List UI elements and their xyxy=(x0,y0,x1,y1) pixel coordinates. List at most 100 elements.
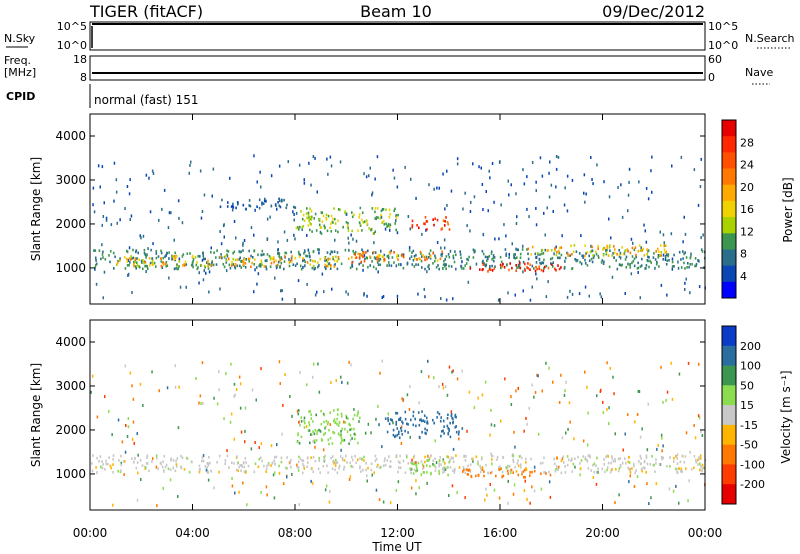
region-cell-0 xyxy=(439,456,442,459)
region-cell-0 xyxy=(351,465,354,469)
scatter-cell xyxy=(326,157,328,161)
scatter-cell xyxy=(428,375,430,379)
region-cell-0 xyxy=(625,255,628,259)
scatter-cell xyxy=(139,382,142,386)
region-cell-6 xyxy=(307,214,310,217)
region-cell-2 xyxy=(298,442,301,445)
region-cell-0 xyxy=(629,471,632,474)
region-cell-1 xyxy=(251,261,253,265)
region-cell-4 xyxy=(614,248,616,251)
region-cell-6 xyxy=(345,221,348,224)
scatter-cell xyxy=(522,168,524,172)
scatter-cell xyxy=(384,227,387,231)
scatter-cell xyxy=(367,422,370,426)
region-cell-0 xyxy=(652,463,654,467)
region-cell-3 xyxy=(394,434,397,438)
region-cell-1 xyxy=(269,256,272,260)
scatter-cell xyxy=(233,437,235,441)
region-cell-2 xyxy=(340,412,343,416)
region-cell-0 xyxy=(463,455,465,458)
region-cell-0 xyxy=(406,262,409,266)
region-cell-6 xyxy=(329,226,331,230)
scatter-cell xyxy=(111,433,113,437)
region-cell-2 xyxy=(321,439,324,442)
region-cell-7 xyxy=(278,204,281,207)
region-cell-4 xyxy=(660,254,662,257)
region-cell-4 xyxy=(438,472,441,475)
scatter-cell xyxy=(140,478,142,481)
region-cell-0 xyxy=(491,264,493,268)
region-cell-0 xyxy=(220,256,223,260)
region-cell-0 xyxy=(274,455,276,459)
region-cell-0 xyxy=(429,249,432,252)
region-cell-7 xyxy=(293,205,295,209)
region-cell-3 xyxy=(447,413,449,417)
region-cell-0 xyxy=(625,266,628,269)
region-cell-0 xyxy=(690,468,693,471)
region-cell-1 xyxy=(225,259,228,262)
region-cell-4 xyxy=(613,245,615,248)
scatter-cell xyxy=(201,258,204,262)
power-colorbar-label: Power [dB] xyxy=(781,177,795,242)
scatter-cell xyxy=(473,195,476,199)
scatter-cell xyxy=(131,384,133,388)
region-cell-0 xyxy=(383,459,386,463)
region-cell-0 xyxy=(361,248,363,251)
region-cell-4 xyxy=(613,251,616,255)
region-cell-0 xyxy=(530,457,532,461)
scatter-cell xyxy=(557,155,560,159)
region-cell-4 xyxy=(597,247,599,250)
region-cell-0 xyxy=(365,462,367,465)
region-cell-4 xyxy=(448,460,451,464)
region-cell-0 xyxy=(563,461,565,464)
scatter-cell xyxy=(424,295,426,299)
region-cell-0 xyxy=(236,462,239,465)
region-cell-0 xyxy=(129,261,131,264)
region-cell-0 xyxy=(637,266,640,270)
scatter-cell xyxy=(547,280,549,284)
scatter-cell xyxy=(272,473,275,477)
region-cell-0 xyxy=(208,262,211,266)
region-cell-0 xyxy=(165,261,168,264)
region-cell-0 xyxy=(582,254,585,258)
region-cell-0 xyxy=(517,263,520,267)
region-cell-0 xyxy=(232,251,234,255)
region-cell-2 xyxy=(369,255,371,259)
scatter-cell xyxy=(449,249,452,253)
region-cell-0 xyxy=(296,466,299,469)
region-cell-6 xyxy=(337,230,339,234)
scatter-cell xyxy=(291,414,293,418)
scatter-cell xyxy=(173,238,175,242)
region-cell-2 xyxy=(336,417,338,421)
region-cell-0 xyxy=(554,462,556,466)
region-cell-0 xyxy=(112,454,115,457)
scatter-cell xyxy=(339,160,342,164)
scatter-cell xyxy=(534,391,537,394)
scatter-cell xyxy=(330,164,333,168)
region-cell-0 xyxy=(627,466,629,470)
scatter-cell xyxy=(283,230,286,234)
scatter-cell xyxy=(523,429,525,433)
region-cell-1 xyxy=(467,468,469,472)
region-cell-0 xyxy=(635,469,637,472)
region-cell-0 xyxy=(336,461,339,464)
region-cell-6 xyxy=(315,229,318,232)
scatter-cell xyxy=(200,216,203,220)
region-cell-2 xyxy=(348,422,350,426)
region-cell-0 xyxy=(492,254,495,257)
region-cell-0 xyxy=(202,459,205,463)
region-cell-0 xyxy=(306,465,308,468)
region-cell-3 xyxy=(447,426,449,430)
scatter-cell xyxy=(630,272,633,276)
scatter-cell xyxy=(409,385,411,389)
region-cell-3 xyxy=(414,417,416,421)
scatter-cell xyxy=(446,203,448,207)
scatter-cell xyxy=(535,180,537,184)
region-cell-0 xyxy=(434,254,436,258)
region-cell-0 xyxy=(120,454,122,458)
scatter-cell xyxy=(282,482,285,486)
scatter-cell xyxy=(671,164,673,168)
scatter-cell xyxy=(230,412,233,416)
region-cell-0 xyxy=(695,458,697,462)
region-cell-0 xyxy=(424,267,426,271)
